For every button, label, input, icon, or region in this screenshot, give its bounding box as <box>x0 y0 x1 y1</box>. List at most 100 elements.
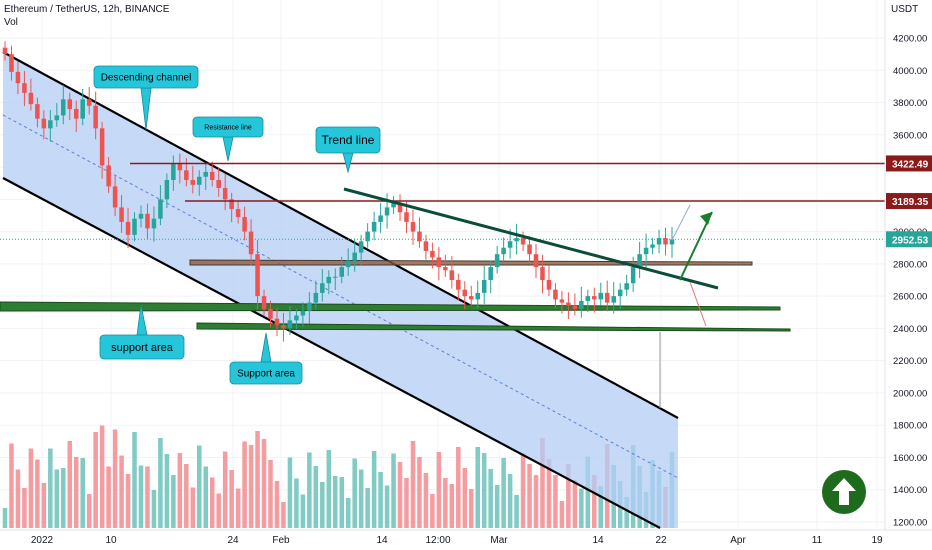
candle-body <box>326 276 332 284</box>
candle-body <box>533 254 539 268</box>
candle-body <box>307 302 312 311</box>
chart-header: Ethereum / TetherUS, 12h, BINANCE Vol <box>4 3 169 29</box>
volume-bar <box>119 455 124 528</box>
candle-body <box>261 296 267 310</box>
volume-bar <box>520 453 526 528</box>
volume-bar <box>67 441 73 528</box>
candle-body <box>501 247 506 255</box>
y-tick-label: 2800.00 <box>893 259 927 270</box>
x-tick-label: 19 <box>871 535 883 546</box>
volume-bar <box>86 494 92 528</box>
volume-bar <box>268 460 273 528</box>
candle-body <box>384 207 390 216</box>
candle-body <box>494 254 500 268</box>
volume-bar <box>235 488 241 528</box>
y-tick-label: 1200.00 <box>893 518 927 529</box>
volume-bar <box>307 452 312 528</box>
volume-bar <box>255 431 260 528</box>
callout-box <box>315 126 381 154</box>
volume-bar <box>222 451 228 528</box>
y-tick-label: 3600.00 <box>893 130 927 141</box>
volume-bar <box>572 480 578 528</box>
candles <box>2 41 675 342</box>
x-tick-label: 2022 <box>31 535 54 546</box>
callout: support area <box>99 304 185 360</box>
candle-body <box>106 165 111 187</box>
volume-bar <box>371 451 377 528</box>
volume-bar <box>598 486 604 528</box>
candle-body <box>345 260 351 268</box>
volume-bar <box>28 448 34 528</box>
callout-box <box>192 116 264 138</box>
support-zones <box>0 259 791 332</box>
candle-body <box>145 213 150 229</box>
callout-pointer <box>222 136 234 162</box>
candle-body <box>255 254 260 297</box>
price-label-bg <box>886 193 932 210</box>
price-label: 2952.53 <box>892 235 929 246</box>
price-label-bg <box>886 231 932 248</box>
candle-body <box>242 217 247 232</box>
volume-bar <box>158 438 163 528</box>
volume-bar <box>501 458 506 528</box>
x-tick-label: 14 <box>376 535 388 546</box>
callout: Trend line <box>315 126 381 174</box>
candle-body <box>365 231 370 242</box>
candle-body <box>294 315 299 321</box>
volume-bar <box>430 494 435 528</box>
callout-box <box>93 65 199 89</box>
candle-body <box>423 241 429 251</box>
volume-bar <box>41 483 47 528</box>
candle-body <box>579 300 584 310</box>
volume-bar <box>287 457 293 528</box>
volume-bar <box>358 469 364 528</box>
channel-midline <box>2 114 679 479</box>
volume-bar <box>274 481 280 528</box>
volume-bar <box>99 425 105 528</box>
candle-body <box>203 171 209 177</box>
candle-body <box>158 199 163 219</box>
candle-body <box>436 257 442 268</box>
volume-bar <box>209 477 215 528</box>
volume-bar <box>15 469 21 528</box>
candle-body <box>2 47 8 55</box>
candle-body <box>229 199 234 210</box>
volume-bar <box>436 452 442 528</box>
resistance-and-trend-lines <box>0 162 885 408</box>
candle-body <box>358 241 364 253</box>
y-tick-label: 1400.00 <box>893 485 927 496</box>
candle-body <box>80 99 85 119</box>
candle-body <box>320 283 325 293</box>
candle-body <box>332 276 338 278</box>
trend-line <box>343 187 719 290</box>
candle-body <box>54 115 60 121</box>
volume-bars <box>2 425 675 528</box>
candle-body <box>41 118 47 129</box>
volume-bar <box>352 458 357 528</box>
y-axis: 1200.00 1400.00 1600.00 1800.00 2000.00 2200.… <box>884 0 932 550</box>
candle-body <box>669 239 675 245</box>
y-tick-label: 2400.00 <box>893 324 927 335</box>
volume-bar <box>171 475 176 528</box>
candle-body <box>125 221 131 235</box>
price-label-bg <box>886 155 932 172</box>
volume-bar <box>533 475 539 528</box>
candle-body <box>553 289 558 300</box>
candle-body <box>456 280 461 290</box>
volume-bar <box>48 448 53 528</box>
candle-body <box>475 292 480 300</box>
volume-bar <box>559 501 565 528</box>
volume-bar <box>345 498 351 528</box>
candle-body <box>663 238 668 245</box>
mid-zone <box>189 259 753 266</box>
candle-body <box>546 280 552 290</box>
candle-body <box>22 83 27 93</box>
volume-bar <box>468 489 474 528</box>
candle-body <box>598 292 604 300</box>
volume-bar <box>184 464 189 528</box>
candle-body <box>488 267 493 280</box>
volume-bar <box>151 490 157 528</box>
candle-body <box>151 218 157 229</box>
volume-bar <box>488 469 493 528</box>
